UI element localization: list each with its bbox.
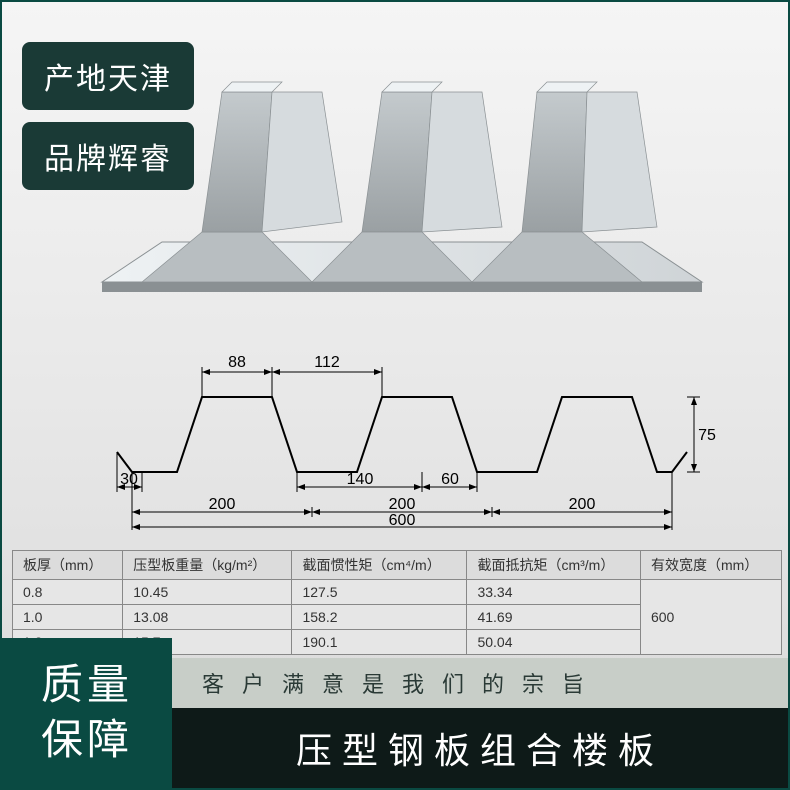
cell: 158.2 <box>292 605 467 630</box>
quality-badge: 质量 保障 <box>2 638 172 788</box>
dim-rib-base: 60 <box>441 471 459 488</box>
slogan-bar: 客户满意是我们的宗旨 <box>172 658 788 708</box>
th-inertia: 截面惯性矩（cm⁴/m） <box>292 551 467 580</box>
product-title: 压型钢板组合楼板 <box>296 722 664 774</box>
quality-text: 质量 保障 <box>41 658 133 767</box>
dim-seg-2: 200 <box>569 496 596 513</box>
cross-section-diagram: 88 112 140 60 30 75 200 200 200 600 <box>82 312 722 542</box>
th-modulus: 截面抵抗矩（cm³/m） <box>467 551 641 580</box>
dim-offset: 30 <box>120 471 138 488</box>
th-thickness: 板厚（mm） <box>13 551 123 580</box>
dim-height: 75 <box>698 427 716 444</box>
table-header-row: 板厚（mm） 压型板重量（kg/m²） 截面惯性矩（cm⁴/m） 截面抵抗矩（c… <box>13 551 782 580</box>
dim-valley: 140 <box>347 471 374 488</box>
cell: 13.08 <box>123 605 292 630</box>
product-spec-card: 产地天津 品牌辉睿 <box>0 0 790 790</box>
dim-gap-top: 112 <box>314 354 340 371</box>
cell: 33.34 <box>467 580 641 605</box>
cell: 41.69 <box>467 605 641 630</box>
th-effwidth: 有效宽度（mm） <box>640 551 781 580</box>
brand-badge: 品牌辉睿 <box>22 122 194 190</box>
cell: 1.0 <box>13 605 123 630</box>
cell: 0.8 <box>13 580 123 605</box>
dim-seg-0: 200 <box>209 496 236 513</box>
dim-seg-1: 200 <box>389 496 416 513</box>
origin-badge: 产地天津 <box>22 42 194 110</box>
slogan-text: 客户满意是我们的宗旨 <box>202 667 602 699</box>
product-title-bar: 压型钢板组合楼板 <box>172 708 788 788</box>
cell: 10.45 <box>123 580 292 605</box>
dim-total: 600 <box>389 512 416 529</box>
bottom-banner: 质量 保障 客户满意是我们的宗旨 压型钢板组合楼板 <box>2 638 788 788</box>
table-row: 0.8 10.45 127.5 33.34 600 <box>13 580 782 605</box>
cell: 127.5 <box>292 580 467 605</box>
dim-rib-top: 88 <box>228 354 246 371</box>
th-weight: 压型板重量（kg/m²） <box>123 551 292 580</box>
